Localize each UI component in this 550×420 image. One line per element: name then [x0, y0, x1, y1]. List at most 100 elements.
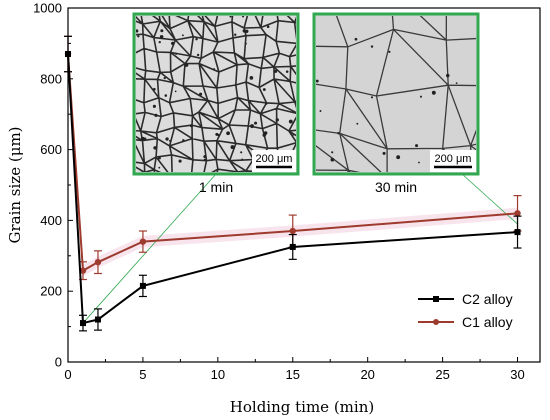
scale-bar-2-label: 200 μm [435, 153, 472, 165]
data-point [514, 229, 521, 236]
precipitate [137, 35, 140, 38]
precipitate [160, 29, 164, 33]
data-point [139, 282, 146, 289]
precipitate [370, 45, 374, 48]
inset-1-min: 200 μm 1 min [132, 12, 300, 195]
data-point [94, 316, 101, 323]
x-tick-label: 25 [435, 367, 449, 382]
inset-connectors [82, 173, 518, 324]
y-tick-label: 0 [55, 355, 62, 370]
precipitate [213, 68, 216, 70]
precipitate [245, 42, 247, 45]
scale-bar-1: 200 μm [252, 150, 296, 172]
precipitate [153, 146, 157, 150]
inset-2-caption: 30 min [375, 179, 417, 195]
precipitate [273, 69, 278, 73]
y-tick-label: 1000 [33, 1, 62, 16]
precipitate [171, 41, 175, 45]
precipitate [275, 118, 279, 122]
precipitate [250, 124, 255, 129]
precipitate [415, 144, 419, 148]
precipitate [199, 92, 203, 96]
precipitate [242, 29, 246, 33]
x-tick-label: 20 [360, 367, 374, 382]
data-point [139, 238, 147, 245]
precipitate [195, 37, 198, 41]
c1-highlight-band [82, 207, 518, 277]
precipitate [140, 136, 145, 141]
precipitate [152, 104, 156, 108]
precipitate [292, 133, 295, 136]
micrograph-fine-grains [136, 16, 296, 172]
scale-bar-2: 200 μm [430, 150, 476, 172]
y-axis-title: Grain size (μm) [6, 126, 24, 243]
precipitate [196, 53, 200, 57]
precipitate [187, 94, 190, 97]
inset-2-connector [461, 173, 518, 225]
precipitate [319, 110, 322, 112]
highlight-band [82, 207, 518, 277]
inset-1-connector [82, 173, 217, 324]
precipitate [254, 121, 258, 125]
precipitate [169, 139, 171, 142]
series-line [67, 53, 518, 325]
series-line [67, 53, 518, 273]
precipitate [241, 158, 244, 161]
precipitate [217, 133, 220, 137]
scale-bar-1-label: 200 μm [256, 153, 293, 165]
data-point [79, 320, 86, 327]
precipitate [431, 90, 436, 95]
precipitate [184, 63, 189, 67]
grain-boundaries [136, 16, 296, 172]
precipitate [174, 90, 177, 93]
legend-c2-label: C2 alloy [462, 291, 513, 307]
x-tick-label: 10 [211, 367, 225, 382]
data-point [94, 258, 102, 266]
y-tick-label: 400 [40, 213, 62, 228]
x-tick-label: 0 [64, 367, 71, 382]
precipitate [165, 137, 169, 141]
precipitate [157, 156, 161, 160]
precipitate [285, 70, 289, 73]
legend-entry-c2: C2 alloy [418, 291, 513, 307]
precipitate [178, 159, 182, 163]
y-tick-label: 200 [40, 284, 62, 299]
precipitate [163, 76, 166, 80]
legend-c2-marker [433, 296, 439, 302]
series-layer [64, 35, 522, 332]
precipitate [262, 133, 267, 137]
precipitate [418, 161, 420, 164]
legend: C2 alloy C1 alloy [418, 291, 513, 330]
precipitate [153, 87, 156, 91]
precipitate [249, 76, 254, 80]
precipitate [158, 166, 161, 169]
precipitate [388, 50, 391, 53]
precipitate [370, 96, 374, 99]
precipitate [229, 16, 232, 18]
precipitate [154, 113, 158, 117]
precipitate [159, 35, 164, 39]
precipitate [136, 29, 139, 33]
inset-30-min: 200 μm 30 min [312, 12, 480, 195]
precipitate [266, 25, 270, 29]
data-point [514, 210, 521, 217]
precipitate [230, 145, 235, 150]
precipitate [331, 151, 334, 154]
micrograph-coarse-grains [316, 16, 476, 172]
precipitate [240, 151, 243, 154]
precipitate [234, 33, 237, 36]
axes: 0 5 10 15 20 25 30 0 200 400 600 800 1000 [33, 1, 541, 382]
precipitate [455, 82, 458, 84]
precipitate [175, 52, 178, 55]
precipitate [182, 139, 185, 142]
precipitate [288, 119, 293, 124]
precipitate [382, 151, 386, 155]
precipitate [446, 73, 450, 78]
data-point [289, 227, 296, 235]
precipitate [203, 155, 207, 159]
precipitate [245, 29, 249, 33]
x-tick-label: 15 [286, 367, 300, 382]
precipitate [158, 40, 161, 44]
precipitate [337, 132, 340, 135]
